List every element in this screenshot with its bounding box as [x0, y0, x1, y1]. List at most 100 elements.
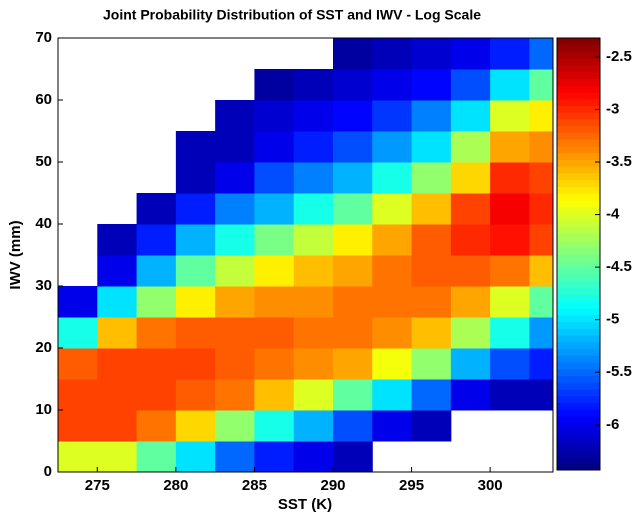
heatmap-cell	[372, 317, 413, 349]
heatmap-cell	[372, 410, 413, 442]
heatmap-cell	[97, 410, 138, 442]
heatmap-cell	[450, 224, 491, 256]
heatmap-cell	[97, 348, 138, 380]
heatmap-cell	[215, 162, 255, 194]
heatmap-cell	[411, 224, 452, 256]
heatmap-cell	[529, 379, 554, 411]
heatmap-cell	[215, 193, 255, 225]
colorbar-step	[557, 436, 600, 444]
heatmap-cell	[450, 286, 491, 318]
heatmap-cell	[529, 348, 554, 380]
colorbar-step	[557, 375, 600, 383]
y-tick-label: 30	[35, 277, 52, 294]
heatmap-cell	[372, 224, 413, 256]
heatmap-cell	[293, 410, 334, 442]
heatmap-cell	[136, 193, 177, 225]
colorbar-step	[557, 416, 600, 424]
colorbar-step	[557, 348, 600, 356]
y-tick-label: 50	[35, 153, 52, 170]
heatmap-cell	[58, 286, 98, 318]
heatmap-cell	[175, 317, 216, 349]
heatmap-cell	[411, 410, 452, 442]
heatmap-cell	[490, 162, 530, 194]
colorbar-step	[557, 382, 600, 390]
colorbar-step	[557, 227, 600, 235]
colorbar-step	[557, 409, 600, 417]
colorbar-step	[557, 355, 600, 363]
y-axis-label: IWV (mm)	[7, 220, 24, 289]
heatmap-cell	[293, 441, 334, 473]
heatmap-cell	[215, 131, 255, 163]
heatmap-cell	[490, 38, 530, 70]
x-tick-label: 280	[163, 477, 188, 494]
colorbar-step	[557, 125, 600, 133]
heatmap-cell	[490, 224, 530, 256]
heatmap-cell	[58, 348, 98, 380]
heatmap-cell	[372, 193, 413, 225]
heatmap-cell	[333, 100, 373, 132]
heatmap-cell	[490, 193, 530, 225]
heatmap-cell	[411, 162, 452, 194]
heatmap-cell	[215, 100, 255, 132]
heatmap-cell	[372, 100, 413, 132]
colorbar-step	[557, 51, 600, 59]
heatmap-cell	[254, 286, 295, 318]
y-tick-label: 10	[35, 401, 52, 418]
heatmap-cell	[450, 317, 491, 349]
heatmap-cell	[293, 162, 334, 194]
colorbar-step	[557, 44, 600, 52]
heatmap-cell	[175, 255, 216, 287]
heatmap-cell	[529, 38, 554, 70]
heatmap-cell	[97, 286, 138, 318]
heatmap-cell	[97, 224, 138, 256]
heatmap-cell	[450, 162, 491, 194]
colorbar-step	[557, 368, 600, 376]
colorbar-step	[557, 220, 600, 228]
colorbar-step	[557, 71, 600, 79]
heatmap-cell	[333, 193, 373, 225]
colorbar-step	[557, 463, 600, 471]
colorbar-step	[557, 429, 600, 437]
colorbar-step	[557, 267, 600, 275]
colorbar-step	[557, 159, 600, 167]
heatmap-cell	[372, 379, 413, 411]
heatmap-cell	[333, 348, 373, 380]
y-tick-label: 40	[35, 215, 52, 232]
heatmap-cell	[254, 317, 295, 349]
heatmap-cell	[175, 193, 216, 225]
colorbar-step	[557, 78, 600, 86]
heatmap-cell	[215, 348, 255, 380]
heatmap-cell	[136, 286, 177, 318]
x-tick-label: 290	[320, 477, 345, 494]
heatmap-cell	[254, 379, 295, 411]
heatmap-cell	[411, 131, 452, 163]
heatmap-cell	[254, 162, 295, 194]
heatmap-cell	[97, 441, 138, 473]
heatmap-cell	[529, 255, 554, 287]
colorbar-step	[557, 213, 600, 221]
heatmap-cell	[529, 162, 554, 194]
heatmap-cell	[58, 410, 98, 442]
heatmap-cell	[293, 100, 334, 132]
colorbar-step	[557, 166, 600, 174]
heatmap-cell	[529, 224, 554, 256]
heatmap-cell	[450, 131, 491, 163]
colorbar-tick-label: -6	[606, 416, 619, 433]
heatmap-cell	[215, 410, 255, 442]
heatmap-cell	[333, 69, 373, 101]
colorbar-tick-label: -4	[606, 206, 620, 223]
colorbar-frame	[556, 37, 601, 471]
heatmap-cell	[215, 286, 255, 318]
colorbar-tick-label: -4.5	[606, 258, 632, 275]
heatmap-cell	[175, 286, 216, 318]
heatmap-cell	[293, 255, 334, 287]
heatmap-cell	[529, 193, 554, 225]
plot-frame	[57, 37, 554, 473]
heatmap-cell	[411, 38, 452, 70]
colorbar-step	[557, 179, 600, 187]
heatmap-cell	[136, 441, 177, 473]
heatmap-cell	[254, 224, 295, 256]
colorbar-step	[557, 335, 600, 343]
colorbar-step	[557, 85, 600, 93]
